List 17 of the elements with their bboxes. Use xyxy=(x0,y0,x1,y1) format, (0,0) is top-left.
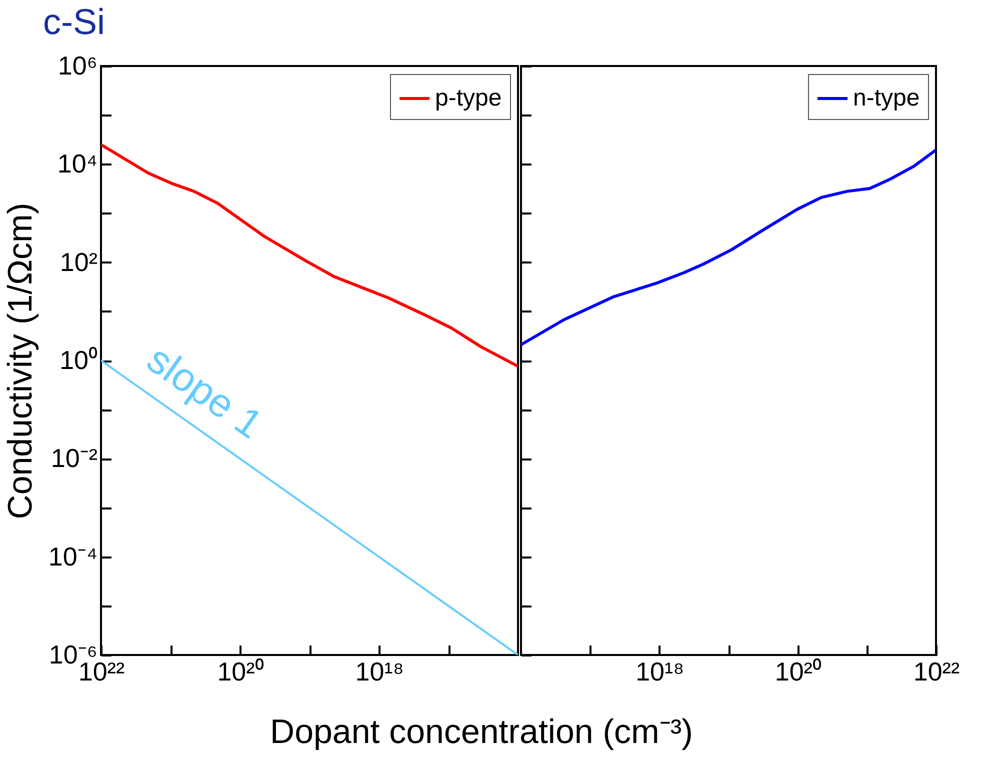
x-axis-title: Dopant concentration (cm⁻³) xyxy=(270,713,693,751)
y-tick-label: 10⁶ xyxy=(58,50,98,80)
legend-label: p-type xyxy=(435,84,502,112)
x-tick-label: 10²⁰ xyxy=(217,656,264,686)
y-tick-label: 10⁻⁴ xyxy=(48,541,98,572)
annotation: slope 1 xyxy=(139,337,270,448)
y-tick-label: 10⁴ xyxy=(57,148,98,179)
legend-label: n-type xyxy=(853,84,920,112)
x-tick-label: 10¹⁸ xyxy=(355,656,404,686)
y-axis-title: Conductivity (1/Ωcm) xyxy=(1,202,40,520)
x-tick-label: 10¹⁸ xyxy=(636,656,684,686)
x-tick-label: 10²² xyxy=(913,656,960,686)
y-tick-label: 10⁻² xyxy=(50,443,98,474)
y-tick-label: 10⁰ xyxy=(60,345,98,375)
y-tick-label: 10² xyxy=(60,246,98,277)
chart-title: c-Si xyxy=(43,1,105,42)
x-tick-label: 10²⁰ xyxy=(774,656,822,686)
